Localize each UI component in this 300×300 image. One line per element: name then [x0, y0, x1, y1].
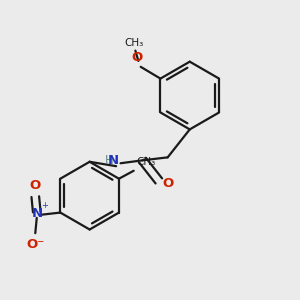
Text: N: N — [107, 154, 118, 167]
Text: H: H — [105, 154, 114, 167]
Text: CH₃: CH₃ — [124, 38, 144, 48]
Text: N: N — [32, 207, 43, 220]
Text: +: + — [41, 201, 48, 210]
Text: CH₃: CH₃ — [136, 157, 156, 167]
Text: O: O — [30, 179, 41, 192]
Text: O⁻: O⁻ — [26, 238, 44, 250]
Text: O: O — [162, 177, 174, 190]
Text: O: O — [131, 51, 142, 64]
